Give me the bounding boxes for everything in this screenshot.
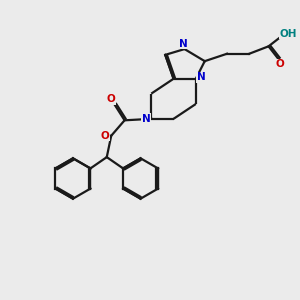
Text: N: N bbox=[142, 114, 150, 124]
Text: O: O bbox=[106, 94, 115, 104]
Text: O: O bbox=[101, 131, 110, 141]
Text: OH: OH bbox=[280, 29, 297, 39]
Text: N: N bbox=[197, 72, 206, 82]
Text: N: N bbox=[179, 39, 188, 49]
Text: O: O bbox=[275, 59, 284, 69]
